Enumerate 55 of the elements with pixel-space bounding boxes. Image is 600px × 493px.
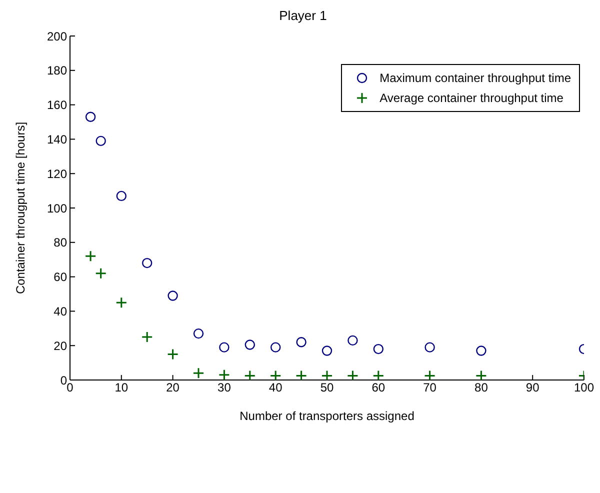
point	[218, 369, 230, 380]
point	[244, 340, 255, 350]
point	[424, 370, 436, 380]
chart-title: Player 1	[278, 8, 328, 25]
y-tick-label: 100	[46, 201, 68, 216]
y-tick-label: 200	[46, 29, 68, 44]
point	[116, 296, 128, 308]
legend-label: Maximum container throughput time	[380, 71, 571, 85]
point	[322, 346, 332, 356]
point	[346, 370, 358, 380]
point	[270, 342, 281, 352]
legend-label: Average container throughput time	[380, 91, 564, 105]
x-tick-label: 10	[114, 380, 128, 395]
x-tick-label: 70	[423, 380, 437, 395]
y-axis-title: Container througput time [hours]	[13, 122, 28, 294]
point	[321, 370, 333, 380]
point	[270, 370, 282, 380]
y-tick-label: 120	[46, 166, 68, 181]
point	[192, 367, 204, 379]
point	[95, 268, 107, 280]
point	[141, 331, 153, 343]
point	[167, 348, 179, 360]
y-tick-label: 60	[54, 270, 68, 284]
x-axis-title: Number of transporters assigned	[240, 409, 414, 423]
point	[373, 344, 384, 354]
point	[348, 335, 358, 346]
point	[424, 342, 435, 352]
x-tick-label: 20	[166, 380, 180, 395]
point	[476, 346, 486, 356]
point	[296, 337, 306, 348]
x-tick-label: 90	[526, 380, 540, 395]
point	[475, 370, 487, 380]
point	[193, 328, 204, 339]
x-tick-label: 40	[268, 380, 283, 395]
x-tick-label: 80	[474, 380, 488, 395]
point	[142, 258, 152, 268]
x-tick-label: 50	[320, 380, 334, 395]
y-tick-label: 160	[46, 98, 68, 112]
y-tick-label: 140	[46, 132, 68, 146]
point	[116, 190, 126, 202]
y-tick-label: 20	[54, 338, 68, 353]
x-tick-label: 30	[218, 380, 232, 395]
x-tick-label: 100	[574, 380, 594, 395]
y-tick-label: 40	[54, 304, 68, 318]
point	[84, 250, 96, 262]
point	[296, 370, 308, 380]
y-tick-label: 80	[54, 236, 68, 250]
point	[372, 370, 384, 380]
point	[168, 290, 178, 301]
point	[244, 370, 256, 380]
y-tick-label: 180	[46, 64, 68, 78]
point	[96, 136, 106, 146]
point	[85, 112, 96, 122]
x-tick-label: 60	[372, 380, 386, 395]
point	[219, 342, 230, 352]
